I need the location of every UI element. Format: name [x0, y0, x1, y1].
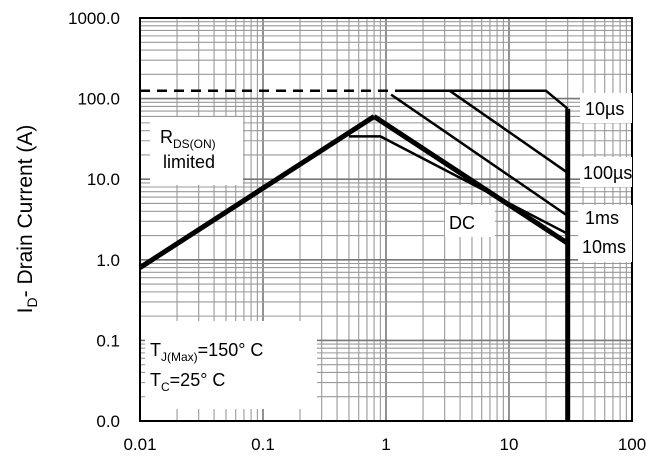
y-tick-label: 100.0: [77, 90, 120, 109]
x-tick-label: 0.1: [251, 435, 275, 454]
label-1ms: 1ms: [585, 208, 619, 228]
y-tick-label: 10.0: [87, 170, 120, 189]
x-tick-label: 100: [618, 435, 646, 454]
label-box-10us: [580, 93, 632, 123]
series-line-10ms: [349, 135, 569, 235]
y-axis-label: ID- Drain Current (A): [14, 125, 40, 314]
label-box-10ms: [578, 232, 632, 262]
tj-label: TJ(Max)=150° C: [150, 340, 263, 364]
label-box-1ms: [578, 205, 632, 233]
temperature-label-box: [145, 321, 317, 409]
rds-label-box: [150, 117, 243, 185]
dc-label-box: [445, 205, 495, 237]
x-tick-label: 10: [500, 435, 519, 454]
label-10ms: 10ms: [582, 237, 626, 257]
rds-label: RDS(ON): [160, 127, 216, 151]
label-100us: 100µs: [583, 163, 632, 183]
series-group: [138, 89, 571, 421]
grid: [139, 18, 632, 422]
y-tick-label: 1.0: [96, 251, 120, 270]
label-box-100us: [580, 157, 632, 187]
x-tick-label: 1: [381, 435, 390, 454]
label-10us: 10µs: [585, 99, 624, 119]
y-tick-labels: 0.0 0.1 1.0 10.0 100.0 1000.0: [68, 9, 120, 431]
series-line-rds: [138, 114, 376, 270]
y-tick-label: 0.1: [96, 331, 120, 350]
series-line-dc: [372, 114, 570, 246]
dc-label: DC: [449, 213, 475, 233]
rds-limited-label: limited: [163, 152, 215, 172]
x-tick-label: 0.01: [123, 435, 156, 454]
series-line-10us: [404, 89, 569, 110]
y-tick-label: 0.0: [96, 412, 120, 431]
tc-label: TC=25° C: [150, 370, 225, 394]
series-line-1ms: [390, 93, 569, 217]
y-tick-label: 1000.0: [68, 9, 120, 28]
x-tick-labels: 0.01 0.1 1 10 100: [123, 435, 646, 454]
